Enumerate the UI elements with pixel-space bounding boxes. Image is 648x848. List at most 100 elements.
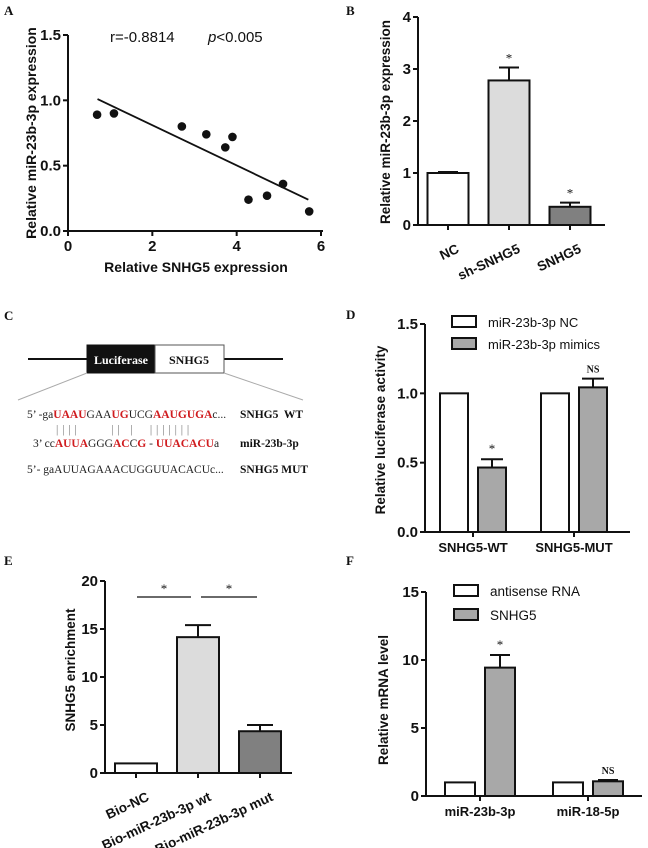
chart-b-bar [487, 79, 531, 226]
diagram-c: Luciferase SNHG5 5’ -gaUAAUGAAUGUCGAAUGU… [0, 290, 330, 550]
chart-b-significance: * [506, 50, 513, 65]
label-snhg5-mut: SNHG5 MUT [240, 464, 309, 476]
chart-a-x-tick-label: 4 [232, 238, 241, 255]
chart-e-y-tick-label: 10 [81, 669, 98, 686]
snhg5-wt-sequence: 5’ -gaUAAUGAAUGUCGAAUGUGAc... [27, 409, 226, 421]
chart-d-bar: 0.0 0.5 1.0 1.5 SNHG5-WT SNHG5-MUT * NS miR-23… [373, 315, 630, 555]
seq-segment-paired: G [137, 438, 147, 450]
chart-a-point [244, 195, 253, 204]
chart-f-y-tick-label: 15 [402, 584, 419, 601]
chart-e-marks: * * [114, 581, 282, 775]
panel-label-c: C [4, 308, 14, 323]
snhg5-box-label: SNHG5 [169, 353, 209, 367]
chart-f-bar [552, 781, 584, 797]
chart-f-legend-swatch [453, 584, 479, 597]
chart-e-comparison-label: * [226, 581, 233, 596]
chart-f-bar: 0 5 10 15 miR-23b-3p miR-18-5p * NS antisense … [376, 584, 642, 819]
chart-a-y-tick-label: 0.5 [40, 158, 61, 175]
zoom-line-left [17, 372, 88, 401]
chart-f-x-tick-label: miR-23b-3p [445, 804, 516, 819]
seq-segment: c... [212, 409, 227, 421]
seq-segment-paired: UG [111, 409, 129, 421]
chart-a-y-tick-label: 1.5 [40, 27, 61, 44]
panel-label-d: D [346, 307, 356, 322]
chart-a-point [202, 130, 211, 139]
snhg5-mut-sequence: 5’- gaAUUAGAAACUGGUUACACUc... [27, 464, 224, 476]
chart-b-bar [548, 205, 592, 227]
panel-label-b: B [346, 3, 355, 18]
seq-segment: GGG [88, 438, 113, 450]
chart-a-point [109, 109, 119, 118]
chart-b-x-tick-label: sh-SNHG5 [455, 241, 522, 283]
chart-a-x-tick-label: 6 [317, 238, 325, 255]
chart-b-y-tick-label: 0 [403, 217, 411, 234]
seq-segment-paired: AAUGUGA [152, 409, 213, 421]
chart-a-annotation-p: p<0.005 [207, 29, 263, 46]
chart-a-x-tick-label: 2 [148, 238, 156, 255]
label-mir-23b-3p: miR-23b-3p [240, 438, 299, 450]
chart-f-x-tick-label: miR-18-5p [557, 804, 620, 819]
chart-b-y-tick-label: 3 [403, 61, 411, 78]
chart-f-marks: * NS [444, 637, 624, 797]
chart-d-legend-swatch [451, 315, 477, 328]
chart-d-ylabel: Relative luciferase activity [373, 345, 388, 514]
chart-b-x-tick-label: NC [437, 241, 461, 263]
pairing-lines: | | | | | | | | | | | | | | [56, 424, 190, 436]
chart-a-annotation-r: r=-0.8814 [110, 29, 175, 46]
chart-f-bar [444, 781, 476, 797]
chart-a-x-tick-label: 0 [64, 238, 72, 255]
seq-segment: GAA [86, 409, 112, 421]
chart-d-bar [477, 466, 507, 534]
chart-e-comparison-label: * [161, 581, 168, 596]
chart-d-significance: NS [587, 365, 600, 376]
chart-a-y-tick-label: 0.0 [40, 223, 61, 240]
label-snhg5-wt: SNHG5 WT [240, 409, 304, 421]
seq-segment: UCG [128, 409, 153, 421]
chart-b-y-tick-label: 2 [403, 113, 411, 130]
chart-d-y-tick-label: 1.0 [397, 385, 418, 402]
chart-f-legend-label: antisense RNA [490, 584, 580, 599]
chart-a-axes: 0.0 0.5 1.0 1.5 0 2 4 6 [40, 27, 325, 255]
chart-b-bar [426, 172, 470, 226]
panel-label-f: F [346, 553, 354, 568]
seq-segment: - [146, 438, 156, 450]
seq-segment: 3’ cc [33, 438, 55, 450]
chart-a-point [304, 207, 314, 216]
chart-a-p-value: <0.005 [216, 29, 262, 46]
chart-a-scatter: 0.0 0.5 1.0 1.5 0 2 4 6 r=-0.8814 p<0.005 Relat… [23, 27, 325, 275]
chart-d-bar [439, 392, 469, 534]
seq-segment-paired: AC [112, 438, 130, 450]
chart-f-significance: * [497, 637, 504, 652]
luciferase-label: Luciferase [94, 353, 149, 367]
chart-e-y-tick-label: 15 [81, 621, 98, 638]
chart-f-y-tick-label: 0 [411, 788, 419, 805]
chart-b-significance: * [567, 186, 574, 201]
snhg5-box [154, 344, 225, 374]
panel-label-a: A [4, 3, 14, 18]
chart-f-significance: NS [602, 766, 615, 777]
chart-d-y-tick-label: 1.5 [397, 316, 418, 333]
chart-a-point [278, 179, 288, 189]
mir-23b-3p-sequence: 3’ ccAUUAGGGACCG - UUACACUa [33, 438, 219, 450]
chart-e-bar [238, 730, 282, 775]
chart-e-y-tick-label: 0 [90, 765, 98, 782]
chart-a-ylabel: Relative miR-23b-3p expression [23, 27, 39, 239]
chart-f-y-tick-label: 5 [411, 720, 419, 737]
seq-segment: 5’ -ga [27, 409, 54, 421]
chart-d-y-tick-label: 0.5 [397, 455, 418, 472]
chart-d-x-tick-label: SNHG5-WT [438, 540, 507, 555]
chart-a-point [220, 143, 230, 152]
chart-d-legend-label: miR-23b-3p NC [488, 315, 578, 330]
chart-a-p-italic: p [207, 29, 216, 46]
zoom-line-right [223, 372, 304, 401]
chart-a-point [177, 122, 187, 131]
chart-a-marks [92, 98, 314, 216]
seq-segment-paired: AUUA [54, 438, 89, 450]
luciferase-box [86, 344, 156, 374]
chart-d-bar [540, 392, 570, 534]
seq-segment-paired: UAAU [53, 409, 87, 421]
chart-b-y-tick-label: 1 [403, 165, 411, 182]
chart-a-xlabel: Relative SNHG5 expression [104, 259, 288, 275]
chart-e-x-tick-label: Bio-NC [103, 789, 151, 822]
